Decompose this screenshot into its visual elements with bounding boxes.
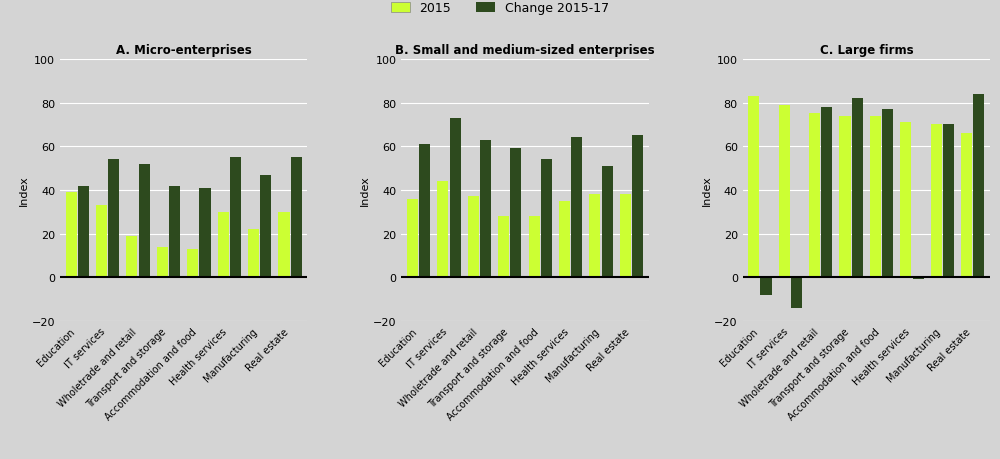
Bar [230,158,241,278]
Bar [291,158,302,278]
Bar [602,167,613,278]
Bar [779,106,790,278]
Title: A. Micro-enterprises: A. Micro-enterprises [116,44,252,57]
Y-axis label: Index: Index [702,175,712,206]
Bar [157,247,168,278]
Bar [468,197,479,278]
Bar [278,212,290,278]
Bar [809,114,820,278]
Bar [169,186,180,278]
Legend: 2015, Change 2015-17: 2015, Change 2015-17 [386,0,614,20]
Bar [882,110,893,278]
Bar [760,278,772,295]
Bar [541,160,552,278]
Bar [510,149,521,278]
Bar [791,278,802,308]
Bar [480,140,491,278]
Bar [108,160,119,278]
Bar [748,97,759,278]
Bar [931,125,942,278]
Y-axis label: Index: Index [19,175,29,206]
Bar [260,175,271,278]
Bar [66,193,77,278]
Bar [943,125,954,278]
Bar [419,145,430,278]
Bar [900,123,911,278]
Bar [589,195,600,278]
Bar [632,136,643,278]
Bar [78,186,89,278]
Bar [187,249,198,278]
Bar [498,217,509,278]
Bar [870,116,881,278]
Bar [407,199,418,278]
Bar [973,95,984,278]
Bar [139,164,150,278]
Bar [961,134,972,278]
Bar [218,212,229,278]
Bar [450,118,461,278]
Bar [839,116,851,278]
Bar [852,99,863,278]
Y-axis label: Index: Index [360,175,370,206]
Bar [571,138,582,278]
Bar [913,278,924,280]
Bar [437,182,448,278]
Bar [559,202,570,278]
Bar [199,188,211,278]
Title: B. Small and medium-sized enterprises: B. Small and medium-sized enterprises [395,44,655,57]
Bar [529,217,540,278]
Bar [620,195,631,278]
Bar [248,230,259,278]
Bar [821,107,832,278]
Bar [126,236,137,278]
Bar [96,206,107,278]
Title: C. Large firms: C. Large firms [820,44,913,57]
